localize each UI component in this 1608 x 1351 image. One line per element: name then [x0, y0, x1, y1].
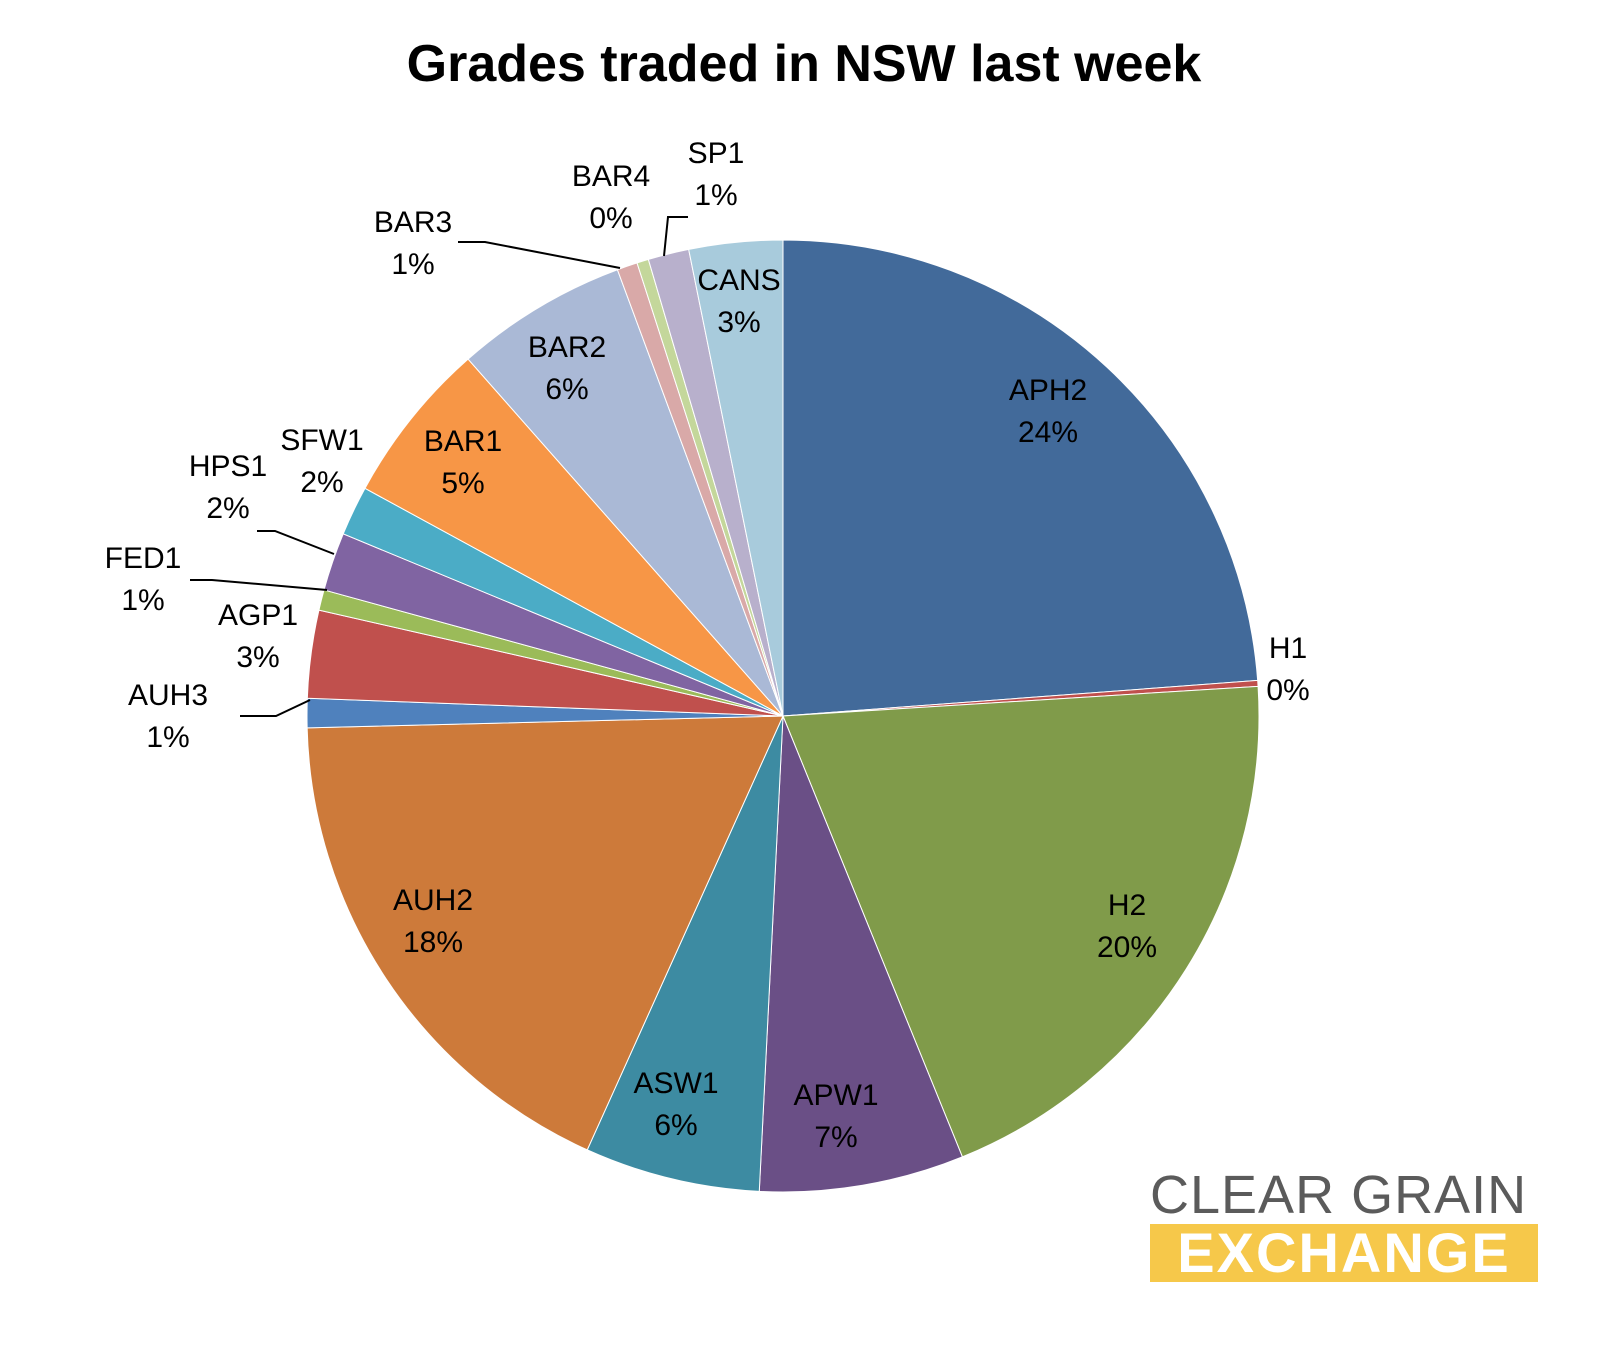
- slice-label-name: BAR2: [528, 331, 606, 364]
- slice-label-fed1: FED1 1%: [105, 542, 182, 617]
- pie-slices: [306, 239, 1260, 1193]
- slice-label-name: SP1: [688, 137, 745, 170]
- slice-label-name: APH2: [1009, 374, 1087, 407]
- slice-label-percent: 6%: [545, 373, 588, 406]
- leader-lines: [190, 216, 688, 717]
- slice-label-percent: 1%: [146, 721, 189, 754]
- slice-label-name: BAR4: [572, 160, 650, 193]
- slice-label-asw1: ASW1 6%: [633, 1067, 718, 1142]
- slice-label-h2: H2 20%: [1097, 889, 1157, 964]
- leader-line-fed1: [190, 579, 328, 591]
- slice-label-bar3: BAR3 1%: [374, 206, 452, 281]
- slice-label-name: BAR3: [374, 206, 452, 239]
- slice-label-auh3: AUH3 1%: [128, 679, 208, 754]
- slice-label-percent: 3%: [236, 641, 279, 674]
- slice-label-percent: 2%: [300, 466, 343, 499]
- slice-label-name: H1: [1269, 632, 1307, 665]
- slice-label-name: AGP1: [218, 599, 298, 632]
- slice-label-percent: 2%: [206, 492, 249, 525]
- pie-slice-aph2: [782, 239, 1259, 717]
- slice-label-name: HPS1: [189, 450, 267, 483]
- slice-label-name: APW1: [793, 1079, 878, 1112]
- slice-label-auh2: AUH2 18%: [393, 884, 473, 959]
- slice-label-name: FED1: [105, 542, 182, 575]
- clear-grain-exchange-logo: CLEAR GRAIN EXCHANGE: [1150, 1168, 1540, 1282]
- slice-label-name: AUH2: [393, 884, 473, 917]
- slice-label-percent: 0%: [1266, 674, 1309, 707]
- slice-label-sfw1: SFW1 2%: [280, 424, 363, 499]
- slice-label-name: SFW1: [280, 424, 363, 457]
- slice-label-name: CANS: [697, 264, 780, 297]
- leader-line-bar3: [458, 241, 621, 269]
- slice-label-name: ASW1: [633, 1067, 718, 1100]
- pie-slice-h2: [782, 685, 1260, 1158]
- slice-label-h1: H1 0%: [1266, 632, 1309, 707]
- slice-label-percent: 18%: [403, 926, 463, 959]
- slice-label-percent: 6%: [654, 1109, 697, 1142]
- slice-label-bar4: BAR4 0%: [572, 160, 650, 235]
- slice-label-name: BAR1: [424, 425, 502, 458]
- slice-label-aph2: APH2 24%: [1009, 374, 1087, 449]
- pie-slice-bar2: [467, 269, 784, 717]
- pie-slice-cans: [688, 239, 784, 717]
- slice-label-hps1: HPS1 2%: [189, 450, 267, 525]
- pie-slice-bar1: [364, 358, 784, 717]
- chart-title: Grades traded in NSW last week: [406, 35, 1202, 93]
- slice-label-percent: 0%: [589, 202, 632, 235]
- leader-line-hps1: [257, 530, 335, 555]
- leader-line-auh3: [240, 699, 311, 717]
- slice-label-percent: 3%: [717, 306, 760, 339]
- slice-label-name: AUH3: [128, 679, 208, 712]
- slice-label-sp1: SP1 1%: [688, 137, 745, 212]
- slice-label-name: H2: [1108, 889, 1146, 922]
- slice-label-cans: CANS 3%: [697, 264, 780, 339]
- slice-label-percent: 5%: [441, 467, 484, 500]
- slice-label-percent: 1%: [694, 179, 737, 212]
- slice-label-percent: 20%: [1097, 931, 1157, 964]
- slice-label-agp1: AGP1 3%: [218, 599, 298, 674]
- logo-bottom-text: EXCHANGE: [1150, 1224, 1538, 1282]
- slice-label-bar2: BAR2 6%: [528, 331, 606, 406]
- logo-top-text: CLEAR GRAIN: [1150, 1165, 1528, 1225]
- slice-label-bar1: BAR1 5%: [424, 425, 502, 500]
- slice-label-percent: 1%: [121, 584, 164, 617]
- pie-slice-auh2: [306, 715, 784, 1151]
- slice-label-percent: 1%: [391, 248, 434, 281]
- slice-label-percent: 24%: [1018, 416, 1078, 449]
- slice-labels: APH2 24%H1 0%H2 20%APW1 7%ASW1 6%AUH2 18%AUH3 1…: [105, 137, 1310, 1154]
- leader-line-sp1: [663, 216, 688, 257]
- slice-label-apw1: APW1 7%: [793, 1079, 878, 1154]
- pie-slice-asw1: [586, 715, 784, 1192]
- pie-slice-apw1: [758, 715, 964, 1193]
- slice-label-percent: 7%: [814, 1121, 857, 1154]
